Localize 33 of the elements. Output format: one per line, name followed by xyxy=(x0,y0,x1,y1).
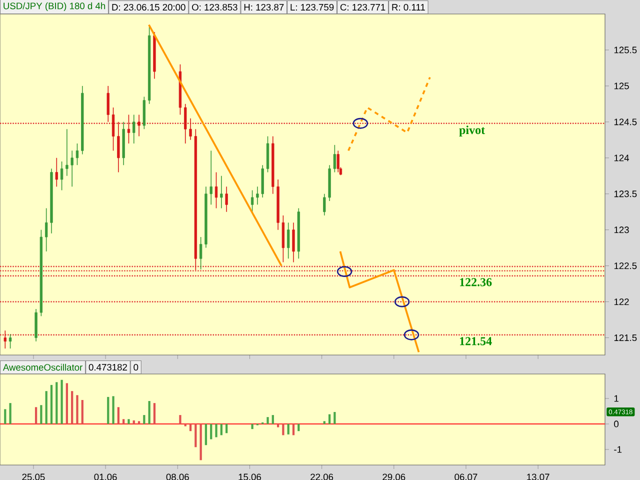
chart-title: USD/JPY (BID) 180 d 4h xyxy=(4,2,106,12)
y-tick-label: 122 xyxy=(614,298,629,306)
x-tick-label: 25.05 xyxy=(22,474,45,480)
y-tick-label: 124.5 xyxy=(614,118,637,126)
y-tick-label: 124 xyxy=(614,154,630,162)
text: D: 23.06.15 20:00 xyxy=(112,4,186,11)
ref-line-label: 122.36 xyxy=(460,278,492,286)
y-tick-label: 123 xyxy=(614,226,629,234)
x-tick-label: 01.06 xyxy=(94,474,117,480)
text: 0 xyxy=(134,364,138,371)
chart-title: AwesomeOscillator xyxy=(2,364,82,371)
text: C: 123.771 xyxy=(340,4,386,11)
y-tick-label: 122.5 xyxy=(614,262,637,270)
text: R: 0.111 xyxy=(392,4,425,11)
y-tick-label: 123.5 xyxy=(614,190,637,198)
y-tick-label: 0 xyxy=(614,420,619,428)
y-tick-label: 125.5 xyxy=(614,46,637,54)
y-tick-label: 125 xyxy=(614,82,629,90)
text: 0.473182 xyxy=(88,364,127,371)
ref-line-label: 121.54 xyxy=(460,337,492,346)
y-tick-label: 1 xyxy=(614,395,618,402)
text: H: 123.87 xyxy=(244,4,284,11)
x-tick-label: 29.06 xyxy=(382,474,406,480)
x-tick-label: 06.07 xyxy=(454,474,478,480)
y-tick-label: -1 xyxy=(614,446,622,453)
x-tick-label: 08.06 xyxy=(166,474,189,480)
x-tick-label: 22.06 xyxy=(310,474,334,480)
x-tick-label: 15.06 xyxy=(238,474,261,480)
ref-line-label: pivot xyxy=(459,126,486,136)
text: O: 123.853 xyxy=(192,4,238,11)
y-tick-label: 121.5 xyxy=(614,334,637,342)
text: L: 123.759 xyxy=(290,4,334,11)
x-tick-label: 13.07 xyxy=(527,474,550,480)
